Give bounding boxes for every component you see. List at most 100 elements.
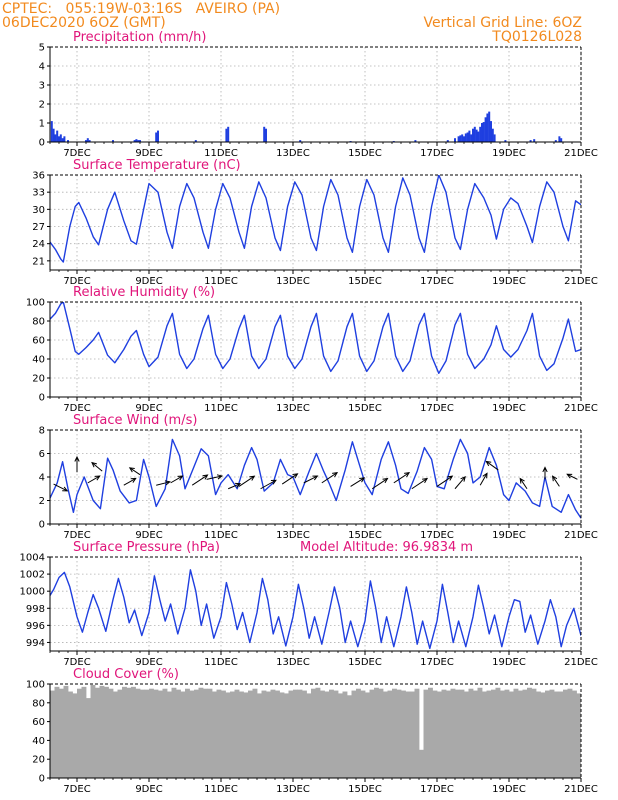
precip-bar [529,140,532,142]
cloud-bar [90,684,96,778]
x-tick-label: 9DEC [135,403,162,414]
panel-title-temperature: Surface Temperature (nC) [73,158,241,173]
y-tick-label: 24 [32,239,45,250]
cloud-bar [86,698,91,778]
cloud-bar [171,687,177,778]
cloud-bar [365,692,370,778]
y-tick-label: 1002 [20,570,45,581]
wind-arrow-head [332,472,339,478]
wind-arrow-shaft [552,475,560,487]
x-tick-label: 7DEC [63,530,90,541]
x-tick-label: 17DEC [420,657,454,668]
x-tick-label: 7DEC [63,276,90,287]
x-tick-label: 17DEC [420,403,454,414]
cloud-bar [95,687,100,778]
cloud-bar [113,691,118,778]
series-line-wind [50,438,581,519]
y-tick-label: 4 [39,473,45,484]
wind-arrow-head [485,460,492,467]
x-tick-label: 21DEC [564,784,598,795]
cloud-bar [297,689,303,778]
precip-bar [470,134,473,142]
cloud-bar [153,689,159,778]
series-line-pressure [50,569,581,650]
x-tick-label: 21DEC [564,657,598,668]
cloud-bar [486,690,492,778]
x-tick-label: 9DEC [135,657,162,668]
cloud-bar [306,693,312,778]
panel-wind: 0 2 4 6 8 7DEC 9DEC 11DEC 13DEC 15DEC 17DEC 19DEC 21… [39,413,598,541]
cloud-bar [284,693,289,778]
wind-arrow-head [62,486,69,492]
cloud-bar [311,688,316,778]
y-tick-label: 0 [39,138,45,149]
cloud-bar [99,685,105,778]
cloud-bar [221,690,226,778]
y-tick-label: 40 [32,355,45,366]
cloud-bar [252,688,258,778]
cloud-bar [432,690,438,778]
y-tick-label: 20 [32,755,45,766]
x-tick-label: 7DEC [63,148,90,159]
x-tick-label: 21DEC [564,148,598,159]
y-tick-label: 100 [26,298,45,309]
cloud-bar [158,690,163,778]
precip-bar [533,139,536,142]
precip-bar [504,140,507,142]
wind-arrow-head [164,480,171,486]
wind-arrow-shaft [411,478,428,490]
cloud-bar [468,688,474,778]
plot-area-pressure [50,557,581,651]
cloud-bar [320,690,325,778]
cloud-bar [266,691,271,778]
y-tick-label: 2 [39,100,45,111]
series-pressure [50,569,581,650]
x-tick-label: 15DEC [348,403,382,414]
cloud-bar [122,686,127,778]
wind-arrow-shaft [87,475,100,484]
precip-bar [472,128,474,142]
cloud-bar [383,691,388,778]
wind-arrow-shaft [191,474,208,486]
cloud-bar [108,688,114,778]
cloud-bar [360,690,366,778]
precip-bar [414,140,417,142]
precip-bar [194,140,197,142]
cloud-bar [234,689,240,778]
cloud-bar [549,689,555,778]
wind-arrow-shaft [479,473,488,486]
cloud-bar [423,689,429,778]
x-tick-label: 21DEC [564,403,598,414]
y-tick-label: 6 [39,449,45,460]
series-precipitation [50,111,563,142]
x-tick-label: 11DEC [204,148,238,159]
cloud-bar [225,692,231,778]
cloud-bar [203,688,208,778]
precip-bar [63,136,66,142]
cloud-bar [279,692,285,778]
cloud-bar [558,691,564,778]
cloud-bar [185,688,190,778]
precip-bar [227,126,230,142]
header-grid-note: Vertical Grid Line: 6OZ [423,15,582,31]
x-tick-label: 11DEC [204,784,238,795]
cloud-bar [270,689,276,778]
cloud-bar [131,686,136,778]
x-tick-label: 7DEC [63,657,90,668]
x-tick-label: 13DEC [276,148,310,159]
wind-arrow-head [249,475,256,481]
precip-bar [85,140,87,142]
cloud-bar [419,749,424,778]
cloud-bar [342,691,348,778]
cloud-bar [347,695,352,778]
wind-arrow-head [422,477,429,484]
cloud-bar [72,693,78,778]
wind-arrow-shaft [486,461,499,471]
precip-bar [486,113,489,142]
cloud-bar [437,691,442,778]
wind-arrow-shaft [91,462,103,472]
series-cloud [50,684,581,778]
precip-bar [484,117,487,142]
cloud-bar [261,690,267,778]
